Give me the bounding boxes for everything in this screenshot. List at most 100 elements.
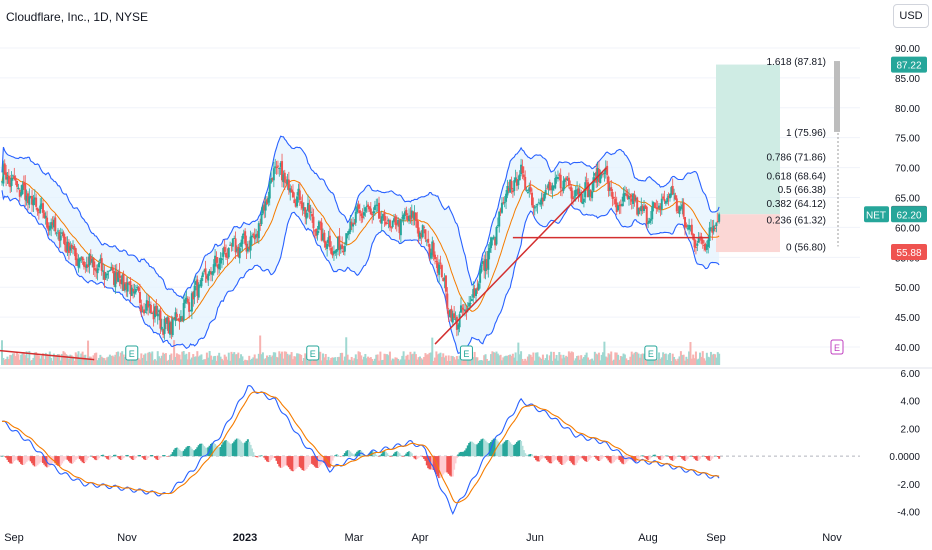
macd-histogram-bar	[85, 456, 88, 461]
volume-bar	[96, 360, 99, 365]
candle	[369, 208, 372, 215]
macd-histogram-bar	[408, 451, 411, 457]
macd-histogram-bar	[156, 456, 159, 460]
candle	[712, 225, 715, 232]
volume-bar	[499, 354, 502, 365]
candle	[640, 205, 643, 212]
macd-histogram-bar	[47, 456, 50, 468]
macd-histogram-bar	[147, 456, 150, 459]
macd-histogram-bar	[212, 442, 215, 457]
volume-bar	[633, 352, 636, 365]
macd-histogram-bar	[356, 451, 359, 457]
volume-bar	[115, 352, 118, 365]
candle	[634, 197, 637, 200]
candle	[593, 173, 596, 176]
candle	[481, 260, 484, 264]
volume-bar	[200, 354, 203, 365]
macd-histogram-bar	[186, 446, 189, 457]
candle	[659, 206, 662, 210]
macd-histogram-bar	[132, 456, 135, 460]
volume-bar	[188, 352, 191, 365]
macd-histogram-bar	[282, 456, 285, 467]
volume-bar	[580, 355, 583, 365]
candle	[203, 270, 206, 272]
volume-bar	[418, 356, 421, 365]
candle	[312, 216, 315, 229]
candle	[331, 251, 334, 256]
price-badge	[891, 244, 927, 261]
earnings-marker-label: E	[310, 349, 316, 359]
candle	[326, 243, 329, 249]
macd-histogram-bar	[335, 454, 338, 457]
volume-bar	[177, 354, 180, 365]
volume-bar	[205, 352, 208, 365]
volume-bar	[511, 353, 514, 365]
volume-bar	[362, 356, 365, 365]
volume-bar	[477, 360, 480, 365]
macd-histogram-bar	[130, 456, 133, 460]
currency-button[interactable]: USD	[893, 4, 929, 28]
candle	[134, 288, 137, 293]
volume-bar	[245, 360, 248, 365]
candle	[282, 174, 285, 183]
macd-histogram-bar	[442, 456, 445, 475]
volume-bar	[681, 355, 684, 365]
candle	[211, 271, 214, 275]
candle	[182, 303, 185, 321]
macd-histogram-bar	[80, 456, 83, 461]
macd-histogram-bar	[376, 456, 379, 457]
candle	[130, 287, 133, 296]
candle	[685, 225, 688, 228]
candle	[558, 174, 561, 176]
macd-histogram-bar	[540, 456, 543, 459]
volume-bar	[663, 353, 666, 365]
volume-bar	[104, 360, 107, 365]
macd-histogram-bar	[346, 450, 349, 457]
macd-histogram-bar	[421, 456, 424, 458]
volume-bar	[185, 353, 188, 365]
candle	[503, 202, 506, 204]
macd-histogram-bar	[450, 456, 453, 477]
volume-bar	[76, 354, 79, 365]
candle	[375, 204, 378, 206]
macd-histogram-bar	[283, 456, 286, 466]
price-badge	[891, 206, 927, 223]
candle	[409, 215, 412, 220]
candle	[563, 179, 566, 182]
volume-bar	[581, 358, 584, 365]
macd-histogram-bar	[200, 443, 203, 457]
volume-bar	[585, 352, 588, 365]
candle	[3, 163, 6, 175]
volume-bar	[578, 359, 581, 365]
price-badge-prefix	[864, 206, 889, 223]
candle	[246, 247, 249, 252]
macd-histogram-bar	[9, 456, 12, 464]
candle	[577, 188, 580, 195]
volume-bar	[255, 358, 258, 365]
volume-bar	[279, 353, 282, 365]
candle	[300, 201, 303, 204]
volume-bar	[298, 354, 301, 365]
candle	[216, 264, 219, 269]
volume-bar	[231, 353, 234, 365]
macd-histogram-bar	[517, 440, 520, 457]
volume-bar	[707, 356, 710, 365]
macd-histogram-bar	[390, 456, 393, 457]
macd-histogram-bar	[238, 439, 241, 457]
macd-histogram-bar	[379, 455, 382, 457]
macd-histogram-bar	[302, 456, 305, 471]
volume-bar	[711, 354, 714, 365]
macd-histogram-bar	[555, 456, 558, 460]
macd-histogram-bar	[164, 456, 167, 457]
macd-histogram-bar	[454, 456, 457, 464]
macd-histogram-bar	[500, 444, 503, 457]
candle	[667, 196, 670, 198]
macd-histogram-bar	[185, 447, 188, 457]
candle	[397, 219, 400, 224]
candle	[365, 205, 368, 207]
macd-histogram-bar	[670, 456, 673, 461]
volume-bar	[644, 355, 647, 365]
volume-bar	[129, 360, 132, 365]
macd-histogram-bar	[55, 456, 58, 465]
